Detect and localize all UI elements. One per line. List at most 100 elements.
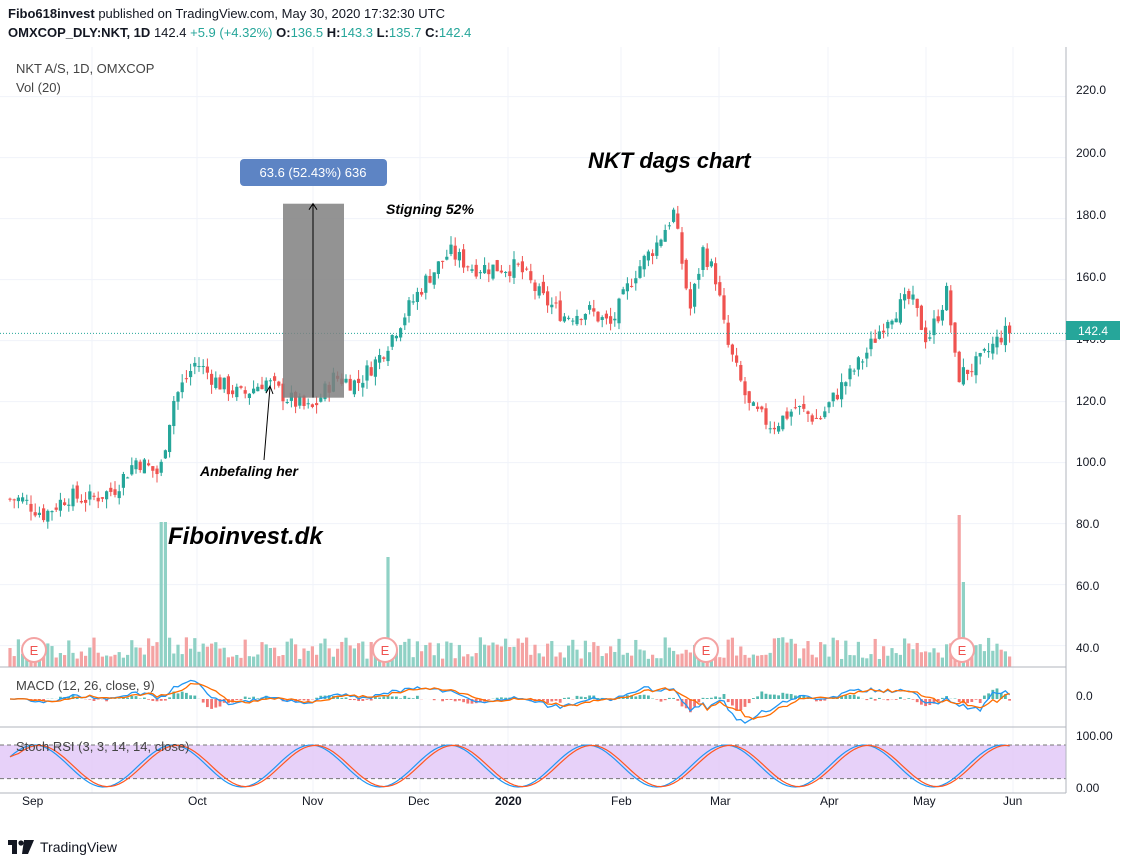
candle-body xyxy=(382,357,386,359)
candle-body xyxy=(214,377,218,388)
candle-body xyxy=(424,275,428,293)
y-tick-100: 100.0 xyxy=(1076,455,1106,469)
macd-pane xyxy=(9,679,1011,724)
volume-bar xyxy=(264,644,268,667)
candle-body xyxy=(218,377,222,390)
candle-body xyxy=(609,316,613,324)
macd-histogram-bar xyxy=(453,699,457,702)
candle-body xyxy=(411,301,415,303)
candle-body xyxy=(478,272,482,274)
volume-bar xyxy=(730,637,734,667)
macd-tick-0: 0.0 xyxy=(1076,689,1093,703)
candle-body xyxy=(995,336,999,348)
ohlc-line: OMXCOP_DLY:NKT, 1D 142.4 +5.9 (+4.32%) O… xyxy=(8,25,471,40)
stoch-pane-label: Stoch RSI (3, 3, 14, 14, close) xyxy=(16,739,189,754)
candle-body xyxy=(504,271,508,273)
macd-histogram-bar xyxy=(558,699,562,703)
volume-bar xyxy=(777,637,781,667)
candle-body xyxy=(940,309,944,321)
candle-body xyxy=(495,260,499,272)
earnings-marker-nov[interactable]: E xyxy=(372,637,398,663)
volume-bar xyxy=(344,637,348,667)
volume-bar xyxy=(764,654,768,667)
candle-body xyxy=(126,477,130,479)
candle-body xyxy=(222,377,226,390)
volume-bar xyxy=(205,646,209,667)
macd-histogram-bar xyxy=(735,699,738,711)
volume-bar xyxy=(835,640,839,667)
macd-histogram-bar xyxy=(857,696,860,699)
volume-bar xyxy=(751,654,755,667)
volume-bar xyxy=(516,638,520,667)
candle-body xyxy=(54,507,58,510)
candle-body xyxy=(474,264,478,277)
candle-body xyxy=(743,381,747,396)
high-label: H: xyxy=(326,25,341,40)
volume-bar xyxy=(772,638,776,667)
candle-body xyxy=(348,378,352,391)
candle-body xyxy=(235,386,239,398)
candle-body xyxy=(966,369,970,374)
macd-histogram-bar xyxy=(201,699,205,703)
volume-bar xyxy=(634,639,638,667)
macd-histogram-bar xyxy=(823,699,827,701)
earnings-marker-aug[interactable]: E xyxy=(21,637,47,663)
volume-bar xyxy=(562,657,566,667)
volume-bar xyxy=(856,641,860,667)
candle-body xyxy=(583,313,587,320)
macd-histogram-bar xyxy=(336,696,339,699)
candle-body xyxy=(537,286,541,296)
volume-bar xyxy=(415,641,419,667)
macd-histogram-bar xyxy=(596,697,600,699)
candle-body xyxy=(957,351,961,383)
macd-histogram-bar xyxy=(936,699,940,702)
candle-body xyxy=(898,299,902,323)
macd-histogram-bar xyxy=(983,695,986,699)
volume-bar xyxy=(651,654,655,667)
candle-body xyxy=(831,392,835,402)
candle-body xyxy=(268,380,272,382)
volume-bar xyxy=(369,642,373,667)
volume-bar xyxy=(646,658,650,667)
candle-body xyxy=(176,392,180,402)
volume-bar xyxy=(592,642,596,667)
candle-body xyxy=(861,361,865,363)
candle-body xyxy=(163,450,167,459)
macd-histogram-bar xyxy=(932,699,936,704)
volume-bar xyxy=(470,656,474,667)
earnings-marker-feb[interactable]: E xyxy=(693,637,719,663)
candle-body xyxy=(835,394,839,400)
candle-body xyxy=(869,338,873,350)
macd-histogram-bar xyxy=(907,698,911,699)
chart-canvas[interactable]: NKT A/S, 1D, OMXCOP Vol (20) MACD (12, 2… xyxy=(0,47,1136,832)
macd-histogram-bar xyxy=(495,697,499,699)
macd-histogram-bar xyxy=(319,695,323,699)
volume-bar xyxy=(890,648,894,667)
volume-bar xyxy=(96,652,100,667)
y-tick-200: 200.0 xyxy=(1076,146,1106,160)
macd-histogram-bar xyxy=(403,695,407,699)
volume-bar xyxy=(247,656,251,667)
candle-body xyxy=(600,317,604,321)
candles xyxy=(8,205,1012,529)
macd-histogram-bar xyxy=(395,696,398,699)
volume-bar xyxy=(499,646,503,667)
candle-body xyxy=(50,511,54,513)
x-label-jun: Jun xyxy=(1003,794,1022,808)
candle-body xyxy=(848,368,852,380)
tradingview-logo[interactable]: TradingView xyxy=(8,839,117,855)
candle-body xyxy=(655,242,659,256)
candle-body xyxy=(58,499,62,511)
recommendation-annotation: Anbefaling her xyxy=(199,463,300,479)
candle-body xyxy=(588,305,592,310)
candle-body xyxy=(562,316,566,322)
earnings-marker-may[interactable]: E xyxy=(949,637,975,663)
macd-histogram-bar xyxy=(550,699,554,702)
volume-pane-label: Vol (20) xyxy=(16,80,61,95)
volume-bar xyxy=(718,657,722,667)
volume-bar xyxy=(571,639,575,667)
macd-histogram-bar xyxy=(899,697,902,699)
volume-bar xyxy=(100,656,104,667)
candle-body xyxy=(197,366,201,368)
macd-histogram-bar xyxy=(672,697,675,699)
